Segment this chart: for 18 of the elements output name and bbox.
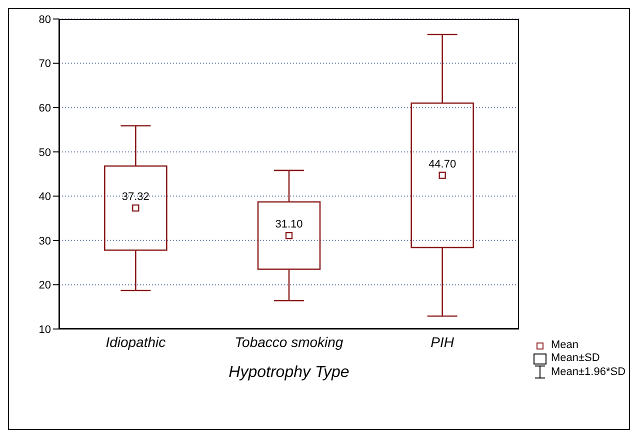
- text: 31.10: [275, 218, 303, 231]
- y-tick-label: 60: [38, 102, 51, 114]
- text: 44.70: [428, 158, 456, 170]
- text: 37.32: [122, 191, 150, 204]
- y-tick-label: 20: [38, 280, 51, 292]
- text: Mean±1.96*SD: [551, 366, 626, 378]
- text: Mean±SD: [551, 352, 600, 365]
- y-tick-label: 80: [38, 14, 51, 26]
- y-tick-label: 50: [38, 146, 51, 159]
- y-tick-label: 10: [38, 324, 51, 336]
- x-tick-label: PIH: [430, 334, 455, 350]
- y-tick-label: 30: [38, 235, 51, 248]
- text: Mean: [551, 339, 579, 352]
- y-tick-label: 70: [38, 58, 51, 70]
- x-tick-label: Idiopathic: [106, 334, 166, 350]
- y-tick-label: 40: [38, 191, 51, 204]
- x-tick-label: Tobacco smoking: [234, 334, 344, 350]
- x-axis-title: Hypotrophy Type: [228, 364, 350, 381]
